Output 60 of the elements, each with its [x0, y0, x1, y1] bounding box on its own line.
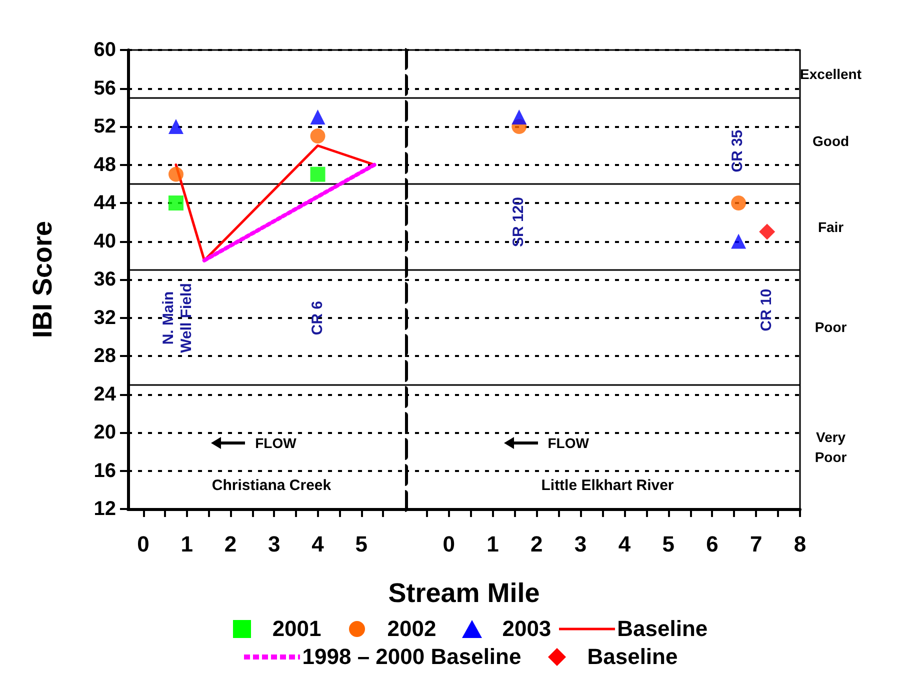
x-tick-label: 1 — [486, 532, 499, 556]
x-tick-label: 3 — [268, 532, 280, 556]
x-axis-title: Stream Mile — [387, 578, 541, 609]
y-tick-label: 32 — [94, 306, 116, 329]
point — [310, 128, 326, 144]
text: Good — [812, 132, 850, 151]
point — [512, 109, 527, 124]
x-tick-label: 8 — [794, 532, 806, 556]
y-axis-title: IBI Score — [28, 220, 58, 338]
point — [168, 166, 184, 182]
y-tick-label: 60 — [94, 39, 116, 61]
y-tick-label: 24 — [94, 383, 117, 406]
legend-label: 2003 — [502, 616, 552, 642]
point — [310, 166, 326, 182]
text: Christiana Creek — [212, 477, 332, 494]
x-tick-label: 0 — [442, 532, 456, 556]
x-tick-label: 1 — [180, 532, 194, 556]
y-tick-label: 48 — [94, 154, 116, 176]
legend-label: 2001 — [272, 616, 322, 642]
legend-label: Baseline — [587, 644, 678, 670]
y-tick-label: 12 — [94, 498, 116, 520]
annotation: N. Main Well Field — [160, 282, 196, 355]
y-tick-label: 44 — [94, 192, 117, 214]
x-tick-label: 2 — [224, 532, 237, 556]
x-tick-label: 7 — [750, 532, 762, 556]
text: Fair — [816, 218, 845, 237]
annotation: Excellent — [799, 64, 863, 84]
y-tick-label: 16 — [94, 460, 116, 482]
x-tick-label: 2 — [530, 532, 543, 556]
y-tick-label: 56 — [94, 77, 116, 100]
annotation: FLOW — [548, 434, 589, 451]
point — [731, 196, 746, 210]
annotation: CR 6 — [308, 300, 327, 337]
text: Poor — [814, 318, 848, 338]
x-tick-label: 4 — [618, 532, 632, 556]
point — [310, 109, 326, 124]
y-tick-label: 36 — [94, 268, 116, 290]
legend-label: Baseline — [617, 616, 708, 642]
x-tick-label: 3 — [574, 532, 587, 556]
x-tick-label: 0 — [137, 532, 150, 556]
point — [168, 196, 184, 210]
y-tick-label: 28 — [94, 345, 116, 367]
text: Little Elkhart River — [541, 477, 674, 494]
x-tick-label: 5 — [662, 532, 674, 556]
annotation: CR 10 — [758, 288, 776, 334]
x-tick-label: 6 — [706, 532, 718, 556]
x-tick-label: 4 — [312, 532, 325, 556]
y-tick-label: 20 — [94, 422, 116, 444]
legend-label: 2002 — [387, 616, 436, 642]
x-tick-label: 5 — [355, 532, 368, 556]
point — [731, 234, 746, 249]
annotation: CR 35 — [729, 128, 748, 174]
y-tick-label: 40 — [94, 230, 116, 252]
legend-label: 1998 – 2000 Baseline — [302, 644, 522, 670]
y-tick-label: 52 — [94, 116, 116, 138]
point — [168, 119, 184, 134]
text: Very Poor — [814, 428, 848, 468]
annotation: SR 120 — [510, 196, 528, 250]
point — [759, 224, 776, 240]
annotation: FLOW — [255, 434, 296, 451]
